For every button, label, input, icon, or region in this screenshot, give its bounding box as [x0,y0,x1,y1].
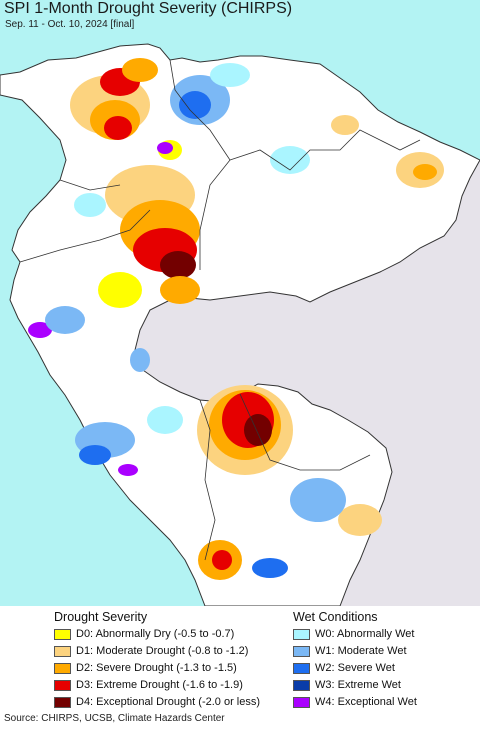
source-credit: Source: CHIRPS, UCSB, Climate Hazards Ce… [4,713,225,724]
legend-item-d1: D1: Moderate Drought (-0.8 to -1.2) [54,644,248,658]
legend-item-d0: D0: Abnormally Dry (-0.5 to -0.7) [54,627,234,641]
legend-item-d3: D3: Extreme Drought (-1.6 to -1.9) [54,678,243,692]
legend-label-d2: D2: Severe Drought (-1.3 to -1.5) [76,662,237,674]
legend-label-d4: D4: Exceptional Drought (-2.0 or less) [76,696,261,708]
wet-legend-heading: Wet Conditions [293,610,378,624]
legend-label-w1: W1: Moderate Wet [315,645,407,657]
drought-map [0,0,480,606]
legend-swatch-w4 [293,696,310,708]
drought-patches [70,58,444,580]
legend-swatch-w1 [293,645,310,657]
legend-swatch-d3 [54,679,71,691]
legend-swatch-d1 [54,645,71,657]
legend-swatch-d0 [54,628,71,640]
legend-item-w2: W2: Severe Wet [293,661,395,675]
legend-item-w3: W3: Extreme Wet [293,678,401,692]
legend-label-w0: W0: Abnormally Wet [315,628,415,640]
legend-item-w0: W0: Abnormally Wet [293,627,414,641]
map-subtitle: Sep. 11 - Oct. 10, 2024 [final] [5,19,135,30]
legend-item-w1: W1: Moderate Wet [293,644,407,658]
legend-label-d1: D1: Moderate Drought (-0.8 to -1.2) [76,645,249,657]
outside-region [135,160,480,606]
legend-label-d3: D3: Extreme Drought (-1.6 to -1.9) [76,679,243,691]
legend-label-d0: D0: Abnormally Dry (-0.5 to -0.7) [76,628,235,640]
map-title: SPI 1-Month Drought Severity (CHIRPS) [4,0,293,17]
legend-label-w4: W4: Exceptional Wet [315,696,417,708]
legend-swatch-w3 [293,679,310,691]
legend-item-d4: D4: Exceptional Drought (-2.0 or less) [54,695,260,709]
drought-legend-heading: Drought Severity [54,610,148,624]
legend-swatch-w0 [293,628,310,640]
legend-label-w2: W2: Severe Wet [315,662,395,674]
legend-item-w4: W4: Exceptional Wet [293,695,417,709]
legend-swatch-w2 [293,662,310,674]
legend-label-w3: W3: Extreme Wet [315,679,401,691]
legend-swatch-d4 [54,696,71,708]
legend-item-d2: D2: Severe Drought (-1.3 to -1.5) [54,661,237,675]
country-borders [19,59,421,561]
wet-patches [28,63,346,578]
legend-swatch-d2 [54,662,71,674]
